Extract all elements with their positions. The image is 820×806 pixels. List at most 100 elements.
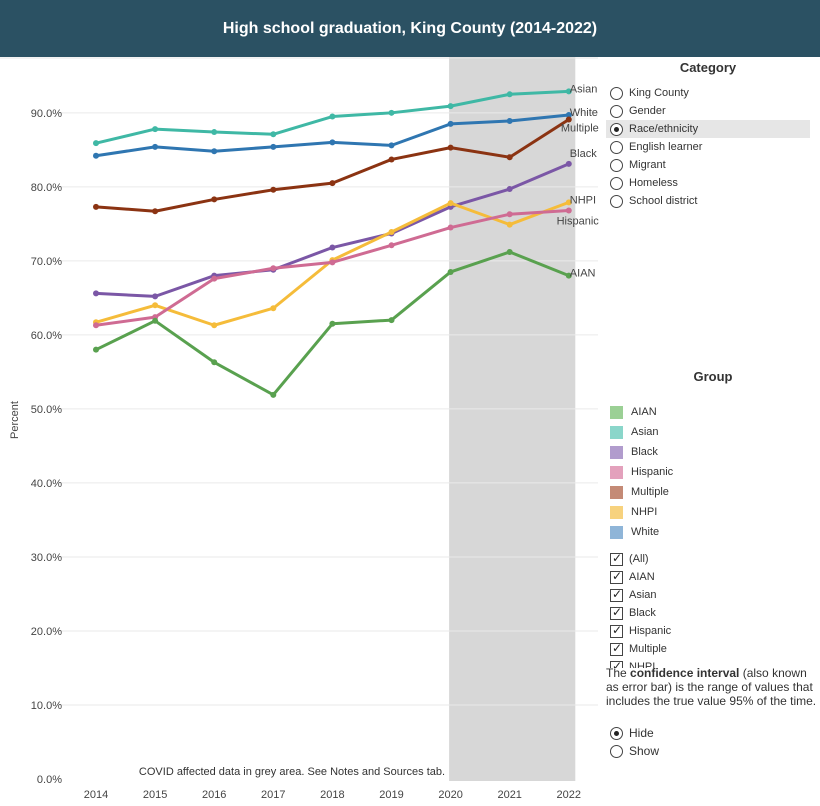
category-option-king-county[interactable]: King County	[606, 84, 810, 102]
data-point-multiple	[565, 116, 572, 123]
ci-option-hide[interactable]: Hide	[606, 724, 806, 742]
legend-item-white[interactable]: White	[606, 522, 820, 542]
data-point-asian	[211, 129, 218, 136]
x-tick-label: 2022	[557, 789, 581, 801]
group-panel: Group AIAN Asian Black Hispanic Multiple NHPI…	[606, 369, 820, 668]
legend-item-aian[interactable]: AIAN	[606, 402, 820, 422]
ci-option-show[interactable]: Show	[606, 742, 806, 760]
group-legend: AIAN Asian Black Hispanic Multiple NHPI White	[606, 402, 820, 542]
data-point-asian	[270, 131, 277, 138]
y-axis-title: Percent	[9, 401, 21, 439]
radio-button-icon[interactable]	[610, 140, 623, 154]
option-label: Show	[629, 744, 660, 758]
y-tick-label: 70.0%	[31, 256, 62, 268]
data-point-multiple	[506, 154, 513, 161]
checkbox-icon[interactable]	[610, 569, 623, 584]
category-options: King County Gender Race/ethnicity English l…	[606, 84, 810, 216]
ci-text-before: The	[606, 666, 631, 680]
checkbox-icon[interactable]	[610, 605, 623, 620]
data-point-white	[152, 143, 159, 150]
filter-item-multiple[interactable]: Multiple	[606, 640, 820, 658]
y-tick-label: 90.0%	[31, 108, 62, 120]
x-tick-label: 2016	[202, 789, 226, 801]
series-label-hispanic: Hispanic	[557, 216, 600, 228]
category-option-gender[interactable]: Gender	[606, 102, 810, 120]
y-tick-label: 0.0%	[37, 774, 62, 786]
radio-button-icon[interactable]	[610, 122, 623, 136]
radio-button-icon[interactable]	[610, 744, 623, 758]
covid-shaded-region	[449, 57, 576, 781]
legend-item-hispanic[interactable]: Hispanic	[606, 462, 820, 482]
category-option-migrant[interactable]: Migrant	[606, 156, 810, 174]
legend-label: Multiple	[631, 486, 669, 498]
radio-button-icon[interactable]	[610, 726, 623, 740]
filter-item-nhpi[interactable]: NHPI	[606, 658, 820, 668]
legend-item-asian[interactable]: Asian	[606, 422, 820, 442]
checkbox-icon[interactable]	[610, 587, 623, 602]
legend-item-black[interactable]: Black	[606, 442, 820, 462]
data-point-aian	[329, 320, 336, 327]
radio-button-icon[interactable]	[610, 86, 623, 100]
series-label-white: White	[570, 107, 598, 119]
data-point-white	[270, 143, 277, 150]
checkbox-icon[interactable]	[610, 623, 623, 638]
radio-button-icon[interactable]	[610, 194, 623, 208]
legend-item-multiple[interactable]: Multiple	[606, 482, 820, 502]
series-label-aian: AIAN	[570, 268, 596, 280]
category-option-race-ethnicity[interactable]: Race/ethnicity	[606, 120, 810, 138]
dashboard-title-text: High school graduation, King County (201…	[222, 19, 598, 37]
data-point-white	[329, 139, 336, 146]
legend-swatch	[610, 485, 623, 499]
data-point-nhpi	[270, 305, 277, 312]
data-point-white	[447, 120, 454, 127]
data-point-multiple	[447, 144, 454, 151]
data-point-white	[506, 117, 513, 124]
data-point-multiple	[388, 156, 395, 163]
data-point-multiple	[270, 186, 277, 193]
y-tick-label: 40.0%	[31, 478, 62, 490]
filter-item-asian[interactable]: Asian	[606, 586, 820, 604]
data-point-black	[329, 244, 336, 251]
y-tick-label: 20.0%	[31, 626, 62, 638]
data-point-multiple	[93, 203, 99, 210]
radio-button-icon[interactable]	[610, 176, 623, 190]
data-point-hispanic	[329, 259, 336, 266]
option-label: Homeless	[629, 177, 678, 189]
filter-item-hispanic[interactable]: Hispanic	[606, 622, 820, 640]
checkbox-icon[interactable]	[610, 641, 623, 656]
data-point-black	[152, 293, 159, 300]
data-point-nhpi	[388, 228, 395, 235]
filter-label: Asian	[629, 589, 657, 601]
x-tick-label: 2021	[497, 789, 521, 801]
category-option-english-learner[interactable]: English learner	[606, 138, 810, 156]
radio-button-icon[interactable]	[610, 104, 623, 118]
y-tick-label: 80.0%	[31, 182, 62, 194]
data-point-black	[93, 290, 99, 297]
data-point-black	[506, 186, 513, 193]
x-tick-label: 2017	[261, 789, 285, 801]
data-point-aian	[506, 248, 513, 255]
filter-item-all[interactable]: (All)	[606, 550, 820, 568]
legend-swatch	[610, 525, 623, 539]
x-tick-label: 2019	[379, 789, 403, 801]
option-label: Race/ethnicity	[629, 123, 699, 135]
filter-item-black[interactable]: Black	[606, 604, 820, 622]
legend-item-nhpi[interactable]: NHPI	[606, 502, 820, 522]
radio-button-icon[interactable]	[610, 158, 623, 172]
checkbox-icon[interactable]	[610, 551, 623, 566]
category-option-homeless[interactable]: Homeless	[606, 174, 810, 192]
category-option-school-district[interactable]: School district	[606, 192, 810, 210]
checkbox-icon[interactable]	[610, 659, 623, 668]
y-tick-label: 10.0%	[31, 700, 62, 712]
covid-annotation: COVID affected data in grey area. See No…	[139, 766, 445, 778]
data-point-white	[565, 112, 572, 119]
data-point-hispanic	[565, 207, 572, 214]
data-point-hispanic	[506, 211, 513, 218]
legend-swatch	[610, 445, 623, 459]
data-point-aian	[447, 268, 454, 275]
data-point-multiple	[329, 180, 336, 187]
legend-swatch	[610, 505, 623, 519]
option-label: King County	[629, 87, 689, 99]
filter-item-aian[interactable]: AIAN	[606, 568, 820, 586]
legend-label: AIAN	[631, 406, 657, 418]
